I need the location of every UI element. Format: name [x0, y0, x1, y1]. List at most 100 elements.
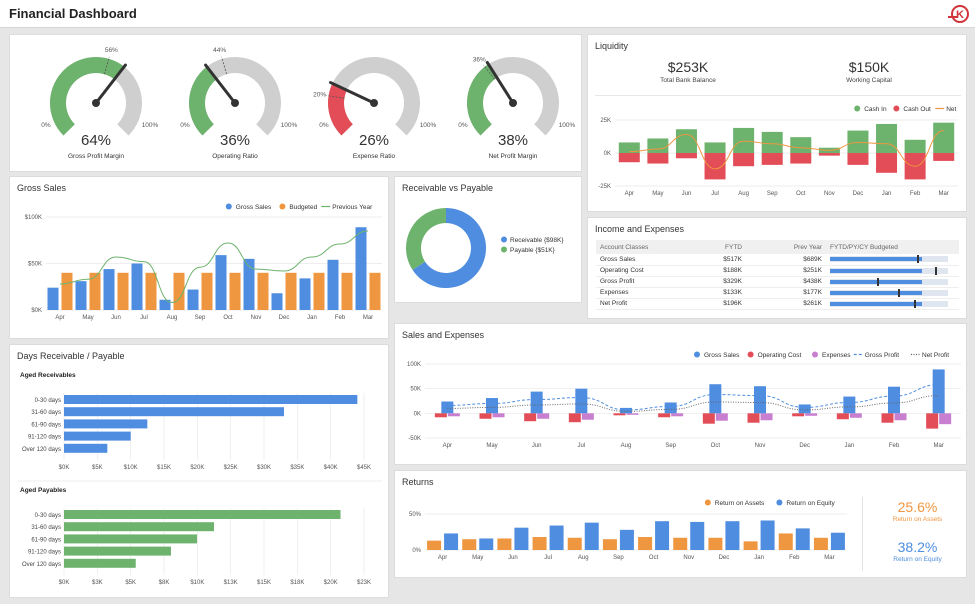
column-header: FYTD/PY/CY Budgeted: [826, 240, 959, 254]
fytd-value: $517K: [674, 254, 746, 266]
gauges-area: 56% 0% 100% 64% Gross Profit Margin 44% 0% 100%…: [41, 47, 575, 160]
table-row: Gross Profit $329K $438K: [596, 276, 959, 288]
bullet-marker: [917, 255, 920, 264]
top-bar: Financial Dashboard K: [0, 0, 975, 28]
x-tick-label: Dec: [799, 443, 810, 449]
bar: [675, 129, 697, 153]
table-row: Gross Sales $517K $689K: [596, 254, 959, 266]
sales-expenses-panel: Sales and Expenses Net Profit Gross Profi…: [394, 323, 967, 465]
bar: [613, 413, 626, 416]
gauge-target-line: [221, 56, 228, 75]
bar: [933, 153, 955, 161]
bullet-fill: [830, 279, 923, 284]
legend-swatch: [501, 246, 507, 253]
bar: [709, 384, 722, 414]
prev-year-value: $689K: [746, 254, 826, 266]
gauge-fill: [49, 56, 125, 136]
x-tick-label: Apr: [438, 555, 447, 561]
income-expenses-table: Account Classes FYTD Prev Year FYTD/PY/C…: [596, 240, 959, 310]
x-tick-label: Nov: [824, 191, 835, 197]
bar: [117, 272, 129, 310]
legend-label: Gross Sales: [236, 204, 272, 211]
bar: [664, 402, 677, 414]
bar: [760, 413, 773, 421]
bar: [530, 391, 543, 414]
series-line: [59, 230, 369, 304]
bar: [532, 537, 547, 550]
x-tick-label: $25K: [224, 465, 238, 471]
gauge-label: Net Profit Margin: [489, 153, 538, 160]
kpi-working-capital-value: $150K: [848, 59, 890, 75]
x-tick-label: $40K: [324, 465, 338, 471]
y-tick-label: $50K: [28, 262, 42, 268]
bar: [704, 153, 726, 180]
account-class: Gross Profit: [596, 276, 674, 288]
bullet-fill: [830, 290, 923, 295]
legend-label: Cash In: [864, 106, 887, 113]
bar: [894, 413, 907, 421]
bar: [497, 538, 512, 550]
bar: [932, 369, 945, 414]
receivable-payable-panel: Receivable vs Payable Receivable {$98K} P…: [394, 176, 582, 303]
svg-text:K: K: [956, 9, 964, 21]
bar: [434, 413, 447, 418]
bar: [715, 413, 728, 421]
bar: [567, 537, 582, 550]
legend-label: Gross Sales: [704, 352, 740, 359]
gauge-target-line: [483, 64, 495, 80]
bar: [790, 137, 812, 153]
bar: [876, 123, 898, 153]
gauge-track: [328, 57, 420, 136]
legend-label: Budgeted: [289, 204, 317, 211]
kpi-return-on-assets: 25.6% Return on Assets: [870, 499, 965, 523]
y-tick-label: 25K: [600, 118, 611, 124]
bar: [675, 153, 697, 159]
bar: [215, 255, 227, 310]
legend-swatch: [747, 351, 754, 358]
gauge-max-label: 100%: [142, 122, 159, 129]
bar: [939, 413, 952, 425]
gauge-max-label: 100%: [281, 122, 298, 129]
x-tick-label: Jun: [682, 191, 692, 197]
x-tick-label: Feb: [789, 555, 800, 561]
bullet-chart: [830, 299, 948, 308]
x-tick-label: $45K: [357, 465, 371, 471]
liquidity-chart: Net Cash Out Cash In -25K 0K 25K Apr May Jun Jul A…: [598, 105, 958, 197]
aged-charts: Aged Receivables $0K $5K $10K $15K $20K $25K $3…: [18, 372, 382, 586]
y-tick-label: 91-120 days: [28, 435, 61, 441]
gross-sales-chart: Previous Year Budgeted Gross Sales $0K $50K $…: [25, 203, 382, 321]
fytd-value: $329K: [674, 276, 746, 288]
x-tick-label: Nov: [683, 555, 694, 561]
returns-divider: [862, 497, 863, 571]
bar: [881, 413, 894, 423]
series-line: [447, 395, 939, 412]
legend-label: Previous Year: [332, 204, 373, 211]
gauges-panel: 56% 0% 100% 64% Gross Profit Margin 44% 0% 100%…: [9, 34, 582, 172]
bar: [830, 532, 845, 550]
x-tick-label: Jul: [577, 443, 585, 449]
y-tick-label: 91-120 days: [28, 550, 61, 556]
bar: [369, 272, 381, 310]
gauge-fill: [328, 83, 353, 136]
legend-label: Return on Equity: [786, 500, 835, 507]
bar: [620, 407, 632, 414]
bullet-chart: [830, 277, 948, 286]
bar: [618, 142, 640, 153]
bar: [64, 534, 198, 544]
bar: [64, 431, 131, 441]
bar: [702, 413, 715, 424]
bullet-marker: [898, 288, 901, 297]
bar: [747, 413, 760, 423]
gauge-hub: [231, 99, 239, 107]
bullet-fill: [830, 257, 923, 262]
x-tick-label: Jan: [307, 315, 317, 321]
bar: [581, 413, 594, 420]
bar: [805, 413, 818, 416]
fytd-value: $133K: [674, 287, 746, 299]
liquidity-panel: Liquidity $253K Total Bank Balance $150K…: [587, 34, 967, 212]
bar: [733, 127, 755, 153]
x-tick-label: May: [472, 555, 483, 561]
gauge-min-label: 0%: [41, 122, 51, 129]
kpi-return-on-equity: 38.2% Return on Equity: [870, 539, 965, 563]
table-row: Operating Cost $188K $251K: [596, 265, 959, 277]
